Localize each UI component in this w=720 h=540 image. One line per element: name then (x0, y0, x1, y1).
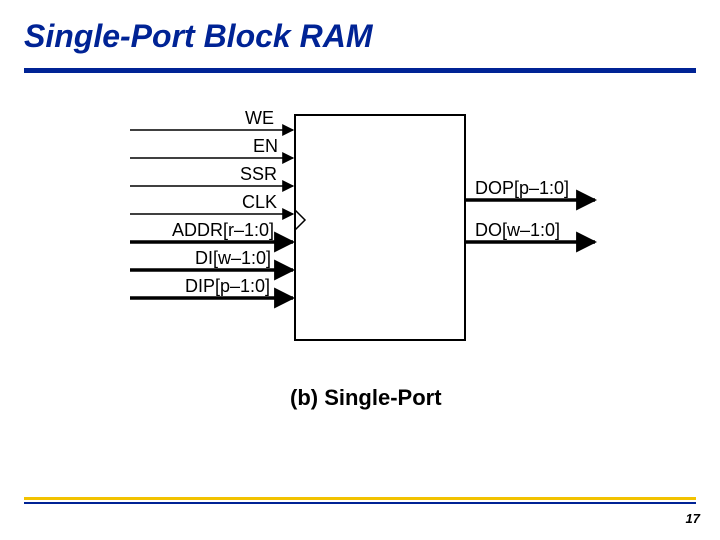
footer-rule-accent (24, 497, 696, 500)
footer-rule (24, 502, 696, 504)
page-title: Single-Port Block RAM (24, 18, 372, 55)
diagram-svg: WE EN SSR CLK ADDR[r–1:0] DI[w–1:0] DIP[p–1:0]… (130, 110, 610, 390)
svg-text:CLK: CLK (242, 192, 277, 212)
svg-text:ADDR[r–1:0]: ADDR[r–1:0] (172, 220, 274, 240)
svg-text:WE: WE (245, 110, 274, 128)
diagram-caption: (b) Single-Port (290, 385, 442, 411)
svg-text:EN: EN (253, 136, 278, 156)
svg-text:DOP[p–1:0]: DOP[p–1:0] (475, 178, 569, 198)
page-number: 17 (686, 511, 700, 526)
svg-text:DIP[p–1:0]: DIP[p–1:0] (185, 276, 270, 296)
svg-text:DO[w–1:0]: DO[w–1:0] (475, 220, 560, 240)
block-ram-diagram: WE EN SSR CLK ADDR[r–1:0] DI[w–1:0] DIP[p–1:0]… (130, 110, 610, 390)
svg-text:SSR: SSR (240, 164, 277, 184)
title-underline (24, 68, 696, 73)
svg-text:DI[w–1:0]: DI[w–1:0] (195, 248, 271, 268)
